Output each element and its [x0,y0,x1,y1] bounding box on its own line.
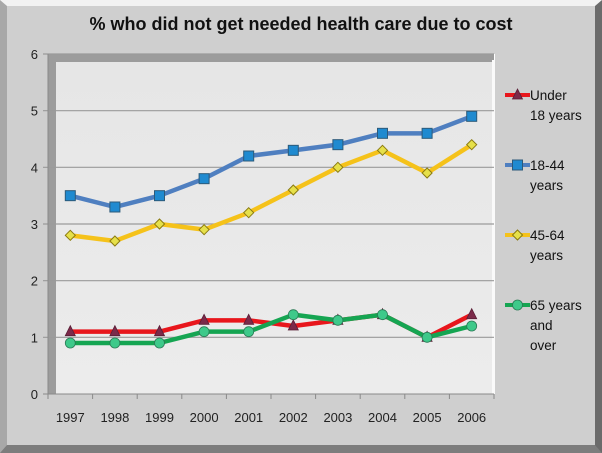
data-point [332,139,344,151]
data-point [243,313,255,325]
x-tick-label: 2001 [234,410,263,425]
x-tick-label: 1999 [145,410,174,425]
data-point [465,138,478,151]
series-65-years-and-over [64,309,478,349]
data-point [287,319,299,331]
legend-label: 18-44 [530,158,565,173]
y-tick-label: 4 [31,160,38,175]
plot-area [56,62,494,394]
data-point [198,313,210,325]
legend-label: and [530,318,553,333]
data-point [109,201,121,213]
legend-swatch-marker [511,88,524,100]
legend-label: 18 years [530,108,582,123]
plot-area-highlight [492,60,495,394]
series-line [70,312,473,346]
data-point [242,206,255,219]
y-tick-label: 2 [31,274,38,289]
data-point [287,309,299,321]
data-point [243,150,255,162]
legend-item: 65 years and over [505,298,582,353]
legend-item: 18-44 years [505,158,565,193]
x-tick-label: 2006 [457,410,486,425]
data-point [376,144,389,157]
legend-label: 45-64 [530,228,565,243]
x-tick-label: 2002 [279,410,308,425]
legend-swatch-marker [512,159,523,171]
legend-label: years [530,178,563,193]
x-tick-label: 2000 [190,410,219,425]
legend-label: Under [530,88,567,103]
y-tick-label: 5 [31,104,38,119]
series-45-64-years [64,138,478,247]
data-point [64,324,76,337]
data-point [154,190,165,202]
data-point [109,324,121,337]
data-point [64,190,76,202]
data-point [332,161,344,174]
legend-label: years [530,248,563,263]
data-point [466,110,478,122]
legend-item: Under 18 years [505,88,582,123]
chart-title: % who did not get needed health care due… [89,14,513,34]
data-point [421,127,433,139]
data-point [243,326,255,338]
data-point [109,337,121,349]
data-point [109,235,121,247]
x-tick-label: 2003 [323,410,352,425]
y-tick-label: 1 [31,330,38,345]
legend-swatch-marker [511,229,524,241]
data-point [466,307,478,320]
legend-swatch-marker [512,299,523,311]
legend-label: over [530,338,557,353]
data-point [153,324,166,337]
series-18-44-years [64,110,478,213]
y-tick-label: 0 [31,387,38,402]
data-point [421,331,433,343]
data-point [377,127,388,139]
data-point [421,167,433,179]
legend-label: 65 years [530,298,582,313]
data-point [198,173,210,185]
data-point [287,184,300,196]
data-point [64,229,77,242]
x-tick-label: 2004 [368,410,397,425]
x-tick-label: 1997 [56,410,85,425]
data-point [153,218,166,230]
y-tick-label: 6 [31,47,38,62]
x-tick-label: 1998 [100,410,129,425]
data-point [332,314,344,326]
y-tick-label: 3 [31,217,38,232]
data-point [198,326,210,338]
data-point [287,144,299,156]
data-point [466,320,478,332]
data-point [64,337,76,349]
data-point [154,337,165,349]
series-line [69,114,473,210]
data-point [377,309,388,321]
x-tick-label: 2005 [413,410,442,425]
series-line [70,142,473,244]
data-point [198,223,210,236]
legend-item: 45-64 years [505,228,565,263]
